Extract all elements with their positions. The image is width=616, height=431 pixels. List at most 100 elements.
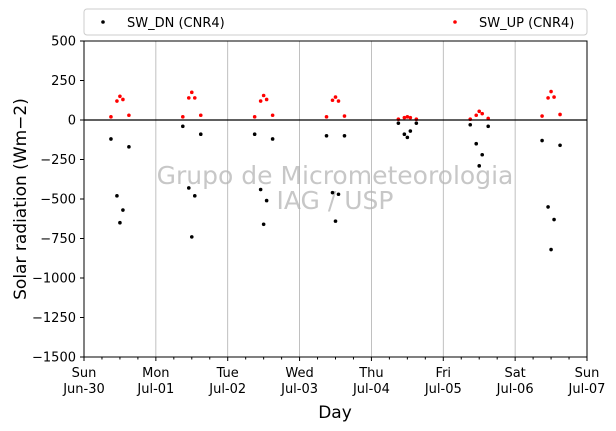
data-point — [261, 93, 266, 98]
data-point — [549, 89, 553, 94]
data-point — [189, 235, 194, 239]
data-point — [324, 134, 329, 138]
data-point — [552, 217, 556, 222]
data-point — [477, 164, 482, 168]
data-point — [558, 143, 562, 148]
data-point — [333, 95, 338, 99]
data-point — [127, 145, 131, 149]
data-point — [336, 192, 341, 197]
data-point — [192, 96, 197, 100]
grid-layer — [155, 41, 516, 357]
data-point — [198, 113, 203, 118]
y-tick-label: −1250 — [32, 311, 76, 326]
data-point — [192, 194, 197, 198]
data-point — [333, 219, 338, 223]
y-axis: 500 250 0 −250 −500 −750 −1000 −1250 −1500 — [32, 35, 84, 366]
data-point — [252, 115, 257, 119]
watermark-line-2: IAG / USP — [277, 186, 394, 215]
data-point — [270, 137, 275, 141]
data-point — [336, 99, 341, 103]
x-tick-label-date: Jul-03 — [280, 382, 318, 397]
data-point — [405, 115, 410, 119]
y-tick-label: −1000 — [32, 272, 76, 287]
legend-box — [83, 8, 588, 36]
data-point — [189, 90, 194, 95]
legend: SW_DN (CNR4) SW_UP (CNR4) — [83, 8, 588, 36]
x-tick-label-date: Jul-07 — [568, 382, 606, 397]
data-point — [121, 208, 125, 212]
data-point — [109, 115, 113, 119]
data-point — [408, 115, 413, 120]
legend-label-sw-dn: SW_DN (CNR4) — [127, 16, 225, 31]
y-tick-label: 250 — [51, 74, 76, 89]
data-point — [477, 109, 482, 114]
data-point — [115, 194, 119, 198]
data-point — [324, 115, 329, 119]
data-point — [414, 121, 419, 125]
data-point — [474, 141, 479, 146]
data-point — [264, 198, 269, 203]
y-tick-label: −250 — [40, 153, 76, 168]
data-point — [474, 113, 479, 118]
data-point — [258, 187, 263, 192]
x-tick-label-day: Sat — [504, 366, 525, 381]
x-tick-label-day: Wed — [285, 366, 313, 381]
data-point — [330, 98, 335, 103]
x-tick-label-date: Jul-05 — [424, 382, 462, 397]
x-tick-label-day: Fri — [436, 366, 452, 381]
x-axis-title: Day — [318, 403, 352, 423]
x-tick-label-date: Jun-30 — [62, 382, 105, 397]
watermark-line-1: Grupo de Micrometeorologia — [157, 161, 514, 190]
points-layer — [109, 89, 562, 252]
data-point — [480, 111, 485, 116]
y-tick-label: −500 — [40, 193, 76, 208]
x-tick-label-date: Jul-02 — [208, 382, 246, 397]
data-point — [109, 137, 113, 141]
data-point — [546, 96, 550, 100]
x-tick-label-date: Jul-06 — [496, 382, 534, 397]
data-point — [486, 116, 490, 121]
data-point — [342, 114, 347, 118]
data-point — [181, 115, 185, 119]
legend-label-sw-up: SW_UP (CNR4) — [479, 16, 574, 31]
data-point — [480, 152, 485, 157]
x-tick-label-date: Jul-01 — [136, 382, 174, 397]
y-tick-label: 0 — [68, 114, 76, 129]
data-point — [486, 124, 490, 129]
data-point — [549, 247, 553, 252]
y-axis-title: Solar radiation (Wm−2) — [11, 98, 31, 300]
x-tick-label-day: Thu — [358, 366, 383, 381]
data-point — [468, 122, 473, 127]
data-point — [127, 113, 131, 118]
y-tick-label: −1500 — [32, 351, 76, 366]
y-tick-label: 500 — [51, 35, 76, 50]
legend-marker-sw-up — [453, 20, 457, 24]
data-point — [540, 114, 544, 118]
data-point — [118, 220, 122, 225]
x-tick-label-day: Tue — [216, 366, 239, 381]
data-point — [252, 132, 257, 137]
x-tick-label-date: Jul-04 — [352, 382, 390, 397]
data-point — [261, 222, 266, 227]
series-1 — [109, 89, 562, 122]
data-point — [118, 94, 122, 99]
data-point — [115, 99, 119, 103]
data-point — [408, 129, 413, 133]
data-point — [264, 97, 269, 102]
data-point — [540, 138, 544, 143]
x-tick-label-day: Sun — [575, 366, 600, 381]
data-point — [186, 186, 191, 190]
x-tick-label-day: Sun — [72, 366, 97, 381]
data-point — [405, 135, 410, 140]
data-point — [552, 95, 556, 99]
legend-marker-sw-dn — [101, 20, 105, 24]
y-tick-label: −750 — [40, 232, 76, 247]
data-point — [258, 99, 263, 103]
data-point — [402, 132, 407, 137]
data-point — [121, 97, 125, 102]
data-point — [342, 134, 347, 138]
data-point — [396, 121, 401, 125]
data-point — [558, 112, 562, 117]
